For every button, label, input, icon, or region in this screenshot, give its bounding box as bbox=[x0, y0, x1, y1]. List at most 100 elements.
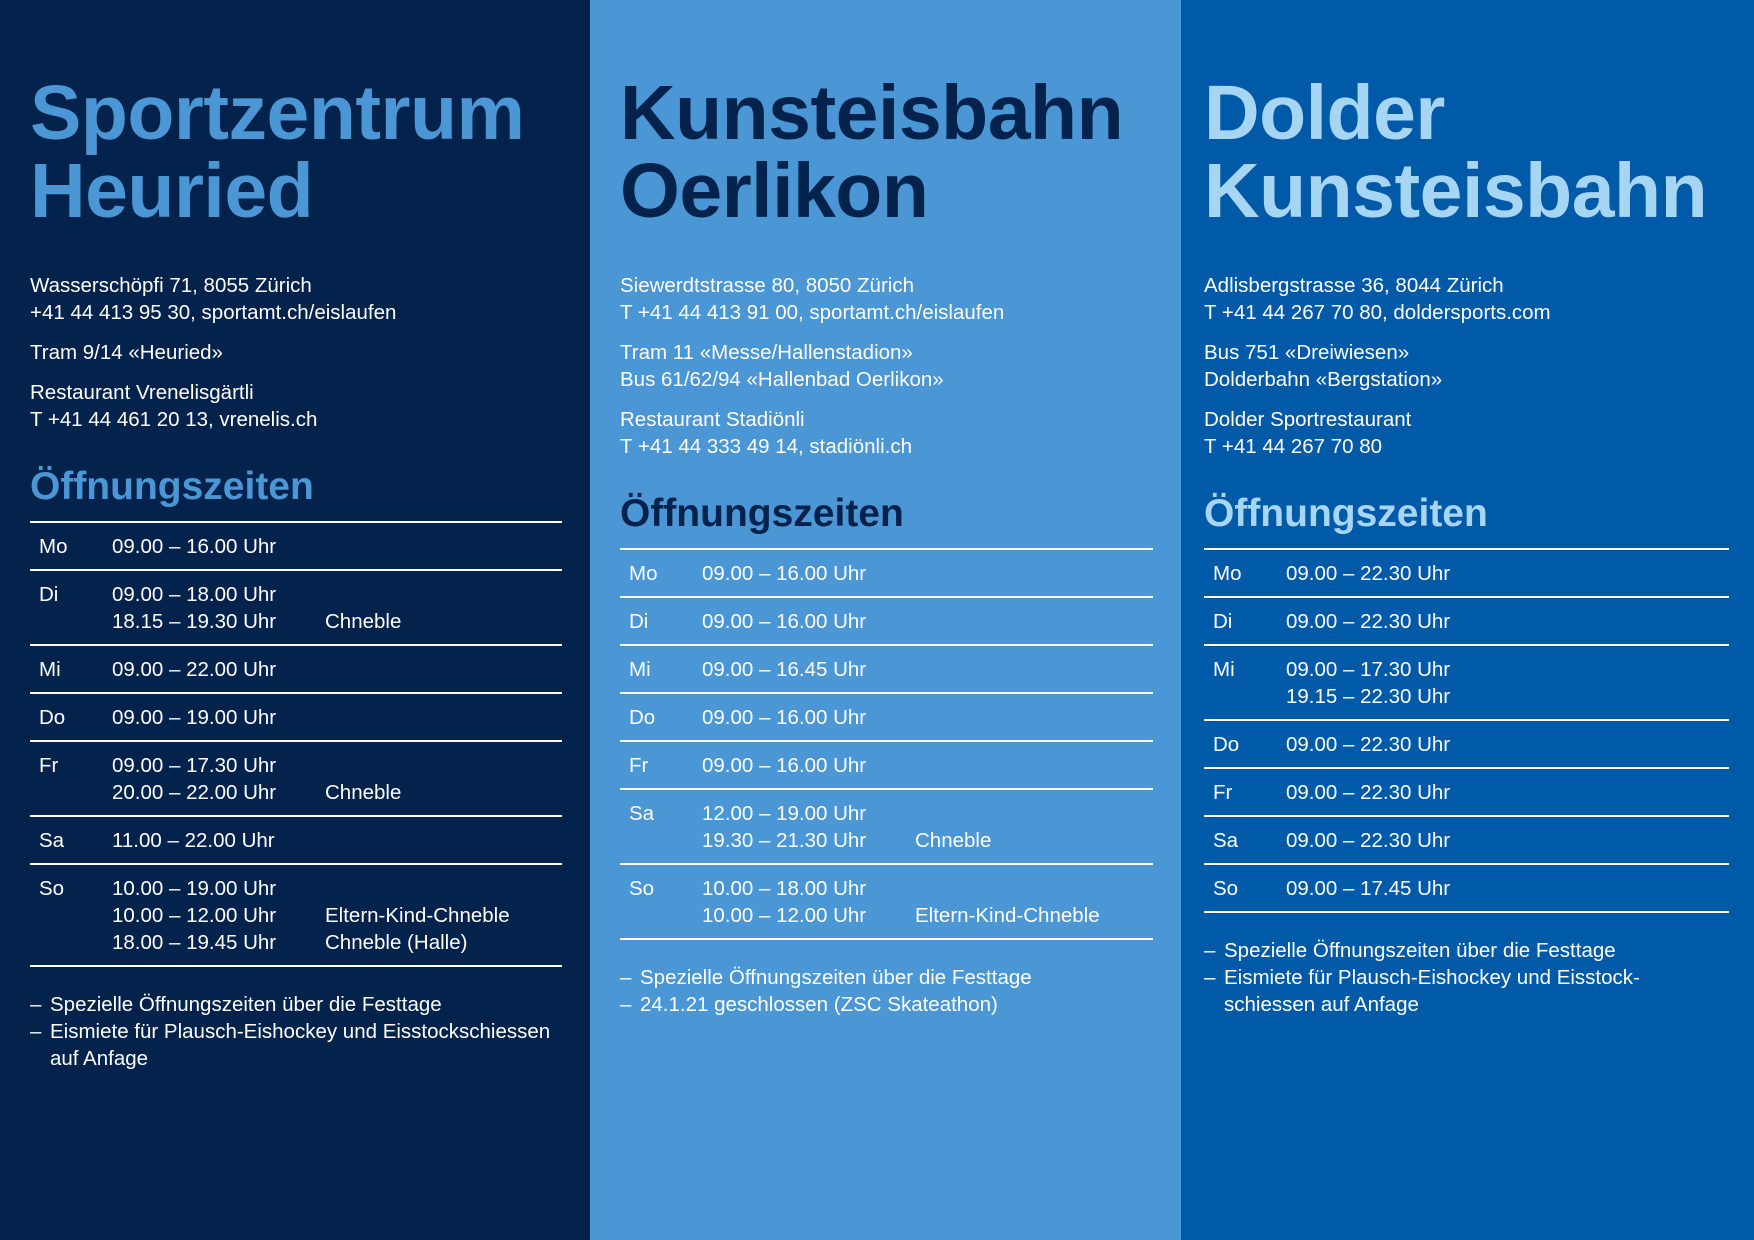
hours-note: Chneble bbox=[325, 781, 402, 804]
venue-notes: – Spezielle Öffnungszeiten über die Festt… bbox=[30, 991, 562, 1072]
hours-time: 09.00 – 17.45 Uhr bbox=[1286, 877, 1451, 900]
note-dash: – bbox=[620, 993, 632, 1016]
hours-row: Sa 11.00 – 22.00 Uhr bbox=[30, 817, 562, 865]
hours-time: 09.00 – 22.00 Uhr bbox=[112, 658, 277, 681]
venue-info: Adlisbergstrasse 36, 8044 Zürich T +41 44… bbox=[1204, 272, 1729, 460]
hours-row: Fr 09.00 – 22.30 Uhr bbox=[1204, 769, 1729, 817]
hours-day: Fr bbox=[39, 754, 59, 777]
hours-time: 09.00 – 16.00 Uhr bbox=[702, 754, 867, 777]
hours-day: Mi bbox=[39, 658, 61, 681]
hours-slot: 18.15 – 19.30 Uhr Chneble bbox=[112, 608, 562, 635]
note-item: – Eismiete für Plausch-Eishockey und Eiss… bbox=[30, 1018, 562, 1072]
hours-slots: 09.00 – 17.45 Uhr bbox=[1286, 875, 1729, 902]
info-line: Tram 9/14 «Heuried» bbox=[30, 341, 223, 364]
hours-slot: 09.00 – 22.30 Uhr bbox=[1286, 827, 1729, 854]
hours-slots: 09.00 – 22.30 Uhr bbox=[1286, 560, 1729, 587]
hours-day: Mo bbox=[629, 562, 658, 585]
note-item: – Eismiete für Plausch-Eishockey und Eiss… bbox=[1204, 964, 1729, 1018]
hours-note bbox=[325, 704, 562, 731]
hours-time: 09.00 – 17.30 Uhr bbox=[1286, 658, 1451, 681]
hours-time: 10.00 – 18.00 Uhr bbox=[702, 877, 867, 900]
note-text: Spezielle Öffnungszeiten über die Festta… bbox=[50, 993, 442, 1016]
hours-slot: 09.00 – 22.30 Uhr bbox=[1286, 779, 1729, 806]
hours-time: 09.00 – 22.30 Uhr bbox=[1286, 829, 1451, 852]
note-dash: – bbox=[620, 966, 632, 989]
hours-day: Mi bbox=[629, 658, 651, 681]
info-block: Dolder Sportrestaurant T +41 44 267 70 80 bbox=[1204, 406, 1729, 460]
info-block: Siewerdtstrasse 80, 8050 Zürich T +41 44 … bbox=[620, 272, 1153, 326]
info-block: Tram 9/14 «Heuried» bbox=[30, 339, 562, 366]
hours-time: 11.00 – 22.00 Uhr bbox=[112, 829, 275, 852]
hours-note bbox=[1508, 875, 1730, 902]
panel-dolder-kunsteisbahn: Dolder Kunsteisbahn Adlisbergstrasse 36, 8… bbox=[1181, 0, 1754, 1240]
hours-slots: 12.00 – 19.00 Uhr 19.30 – 21.30 Uhr Chnebl… bbox=[702, 800, 1153, 854]
hours-row: Sa 09.00 – 22.30 Uhr bbox=[1204, 817, 1729, 865]
hours-row: So 09.00 – 17.45 Uhr bbox=[1204, 865, 1729, 913]
hours-slots: 09.00 – 22.00 Uhr bbox=[112, 656, 562, 683]
info-line: Dolder Sportrestaurant bbox=[1204, 408, 1412, 431]
hours-note bbox=[915, 800, 1153, 827]
hours-note bbox=[325, 533, 562, 560]
info-block: Bus 751 «Dreiwiesen» Dolderbahn «Bergstat… bbox=[1204, 339, 1729, 393]
hours-day: Mo bbox=[1213, 562, 1242, 585]
hours-row: Mo 09.00 – 22.30 Uhr bbox=[1204, 550, 1729, 598]
note-text: Eismiete für Plausch-Eishockey und Eisst… bbox=[50, 1020, 551, 1070]
hours-note bbox=[325, 656, 562, 683]
note-text: Eismiete für Plausch-Eishockey und Eisst… bbox=[1224, 966, 1640, 1016]
info-line: Tram 11 «Messe/Hallenstadion» bbox=[620, 341, 913, 364]
hours-note: Chneble (Halle) bbox=[325, 931, 468, 954]
hours-slot: 12.00 – 19.00 Uhr bbox=[702, 800, 1153, 827]
hours-day: Fr bbox=[629, 754, 649, 777]
hours-note bbox=[915, 704, 1153, 731]
hours-slots: 09.00 – 22.30 Uhr bbox=[1286, 779, 1729, 806]
hours-slot: 09.00 – 18.00 Uhr bbox=[112, 581, 562, 608]
hours-slots: 11.00 – 22.00 Uhr bbox=[112, 827, 562, 854]
hours-time: 09.00 – 17.30 Uhr bbox=[112, 754, 277, 777]
hours-day: Mi bbox=[1213, 658, 1235, 681]
hours-note bbox=[1508, 683, 1730, 710]
info-block: Tram 11 «Messe/Hallenstadion» Bus 61/62/9… bbox=[620, 339, 1153, 393]
hours-row: Sa 12.00 – 19.00 Uhr 19.30 – 21.30 Uhr Chne… bbox=[620, 790, 1153, 865]
hours-note bbox=[1508, 608, 1730, 635]
hours-slot: 09.00 – 22.30 Uhr bbox=[1286, 731, 1729, 758]
info-line: Bus 61/62/94 «Hallenbad Oerlikon» bbox=[620, 368, 944, 391]
hours-time: 09.00 – 16.00 Uhr bbox=[112, 535, 277, 558]
hours-row: Fr 09.00 – 17.30 Uhr 20.00 – 22.00 Uhr Chne… bbox=[30, 742, 562, 817]
hours-day: Sa bbox=[1213, 829, 1239, 852]
hours-note bbox=[1508, 560, 1730, 587]
hours-time: 10.00 – 12.00 Uhr bbox=[112, 904, 277, 927]
hours-slot: 09.00 – 16.00 Uhr bbox=[112, 533, 562, 560]
note-item: –24.1.21 geschlossen (ZSC Skateathon) bbox=[620, 991, 1153, 1018]
hours-time: 19.30 – 21.30 Uhr bbox=[702, 829, 867, 852]
hours-day: Do bbox=[629, 706, 656, 729]
info-line: T +41 44 267 70 80 bbox=[1204, 435, 1383, 458]
hours-slot: 10.00 – 12.00 Uhr Eltern-Kind-Chneble bbox=[702, 902, 1153, 929]
info-line: T +41 44 413 91 00, sportamt.ch/eislaufe… bbox=[620, 301, 1005, 324]
venue-info: Wasserschöpfi 71, 8055 Zürich +41 44 413 … bbox=[30, 272, 562, 433]
note-item: – Spezielle Öffnungszeiten über die Festt… bbox=[620, 964, 1153, 991]
hours-time: 18.00 – 19.45 Uhr bbox=[112, 931, 277, 954]
hours-slot: 09.00 – 22.30 Uhr bbox=[1286, 608, 1729, 635]
hours-note bbox=[1508, 827, 1730, 854]
venue-notes: – Spezielle Öffnungszeiten über die Festt… bbox=[1204, 937, 1729, 1018]
hours-row: Do 09.00 – 22.30 Uhr bbox=[1204, 721, 1729, 769]
hours-slots: 09.00 – 16.00 Uhr bbox=[702, 560, 1153, 587]
hours-slot: 09.00 – 16.00 Uhr bbox=[702, 704, 1153, 731]
info-block: Wasserschöpfi 71, 8055 Zürich +41 44 413 … bbox=[30, 272, 562, 326]
hours-slot: 18.00 – 19.45 Uhr Chneble (Halle) bbox=[112, 929, 562, 956]
hours-time: 09.00 – 16.45 Uhr bbox=[702, 658, 867, 681]
hours-slots: 09.00 – 22.30 Uhr bbox=[1286, 608, 1729, 635]
hours-slots: 10.00 – 18.00 Uhr 10.00 – 12.00 Uhr Eltern… bbox=[702, 875, 1153, 929]
hours-slots: 09.00 – 17.30 Uhr 19.15 – 22.30 Uhr bbox=[1286, 656, 1729, 710]
hours-slots: 09.00 – 18.00 Uhr 18.15 – 19.30 Uhr Chnebl… bbox=[112, 581, 562, 635]
hours-time: 10.00 – 12.00 Uhr bbox=[702, 904, 867, 927]
hours-slot: 10.00 – 18.00 Uhr bbox=[702, 875, 1153, 902]
hours-slot: 09.00 – 22.30 Uhr bbox=[1286, 560, 1729, 587]
hours-note bbox=[1508, 731, 1730, 758]
hours-time: 19.15 – 22.30 Uhr bbox=[1286, 685, 1451, 708]
hours-slot: 09.00 – 17.30 Uhr bbox=[112, 752, 562, 779]
hours-time: 09.00 – 16.00 Uhr bbox=[702, 610, 867, 633]
hours-time: 09.00 – 22.30 Uhr bbox=[1286, 610, 1451, 633]
hours-slots: 09.00 – 16.00 Uhr bbox=[702, 752, 1153, 779]
hours-slot: 09.00 – 17.45 Uhr bbox=[1286, 875, 1729, 902]
